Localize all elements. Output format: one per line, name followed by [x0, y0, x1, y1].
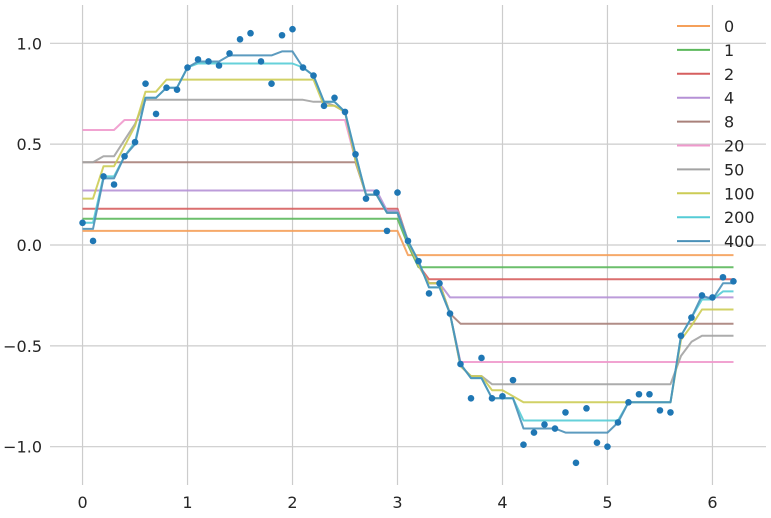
scatter-point — [341, 108, 349, 116]
scatter-point — [362, 195, 370, 202]
y-tick-label: 1.0 — [17, 34, 42, 53]
scatter-point — [604, 443, 611, 450]
legend-label-4: 4 — [724, 89, 734, 108]
y-tick-label: 0.5 — [17, 135, 42, 154]
scatter-point — [331, 94, 338, 102]
x-tick-label: 2 — [287, 493, 297, 512]
scatter-point — [509, 376, 517, 384]
series-line-0 — [82, 229, 734, 257]
scatter-point — [646, 390, 653, 398]
scatter-point — [467, 394, 475, 402]
series-line-1 — [82, 217, 734, 269]
scatter-point — [352, 150, 359, 158]
scatter-point — [719, 273, 727, 281]
legend-label-0: 0 — [724, 17, 734, 36]
scatter-point — [257, 58, 265, 65]
scatter-point — [320, 102, 328, 110]
scatter-point — [247, 29, 254, 37]
scatter-point — [635, 390, 643, 398]
scatter-point — [551, 425, 559, 432]
legend-label-200: 200 — [724, 208, 755, 227]
scatter-point — [499, 392, 506, 400]
scatter-point — [656, 407, 664, 414]
y-tick-label: −0.5 — [3, 337, 42, 356]
legend-label-400: 400 — [724, 232, 755, 251]
y-tick-label: 0.0 — [17, 236, 42, 255]
scatter-point — [457, 360, 464, 368]
scatter-point — [488, 394, 496, 402]
scatter-point — [163, 84, 170, 91]
scatter-point — [688, 314, 695, 321]
x-tick-label: 0 — [77, 493, 87, 512]
scatter-point — [478, 354, 485, 362]
scatter-point — [289, 25, 296, 33]
scatter-point — [562, 409, 569, 416]
legend: 0 1 2 4 8 20 50 100 200 400 — [677, 17, 755, 251]
scatter-point — [215, 62, 223, 69]
scatter-point — [131, 138, 139, 146]
scatter-point — [667, 409, 674, 416]
scatter-layer — [79, 25, 737, 467]
x-tick-label: 1 — [182, 493, 192, 512]
scatter-point — [572, 459, 580, 467]
legend-label-20: 20 — [724, 137, 744, 156]
scatter-point — [152, 110, 160, 118]
scatter-point — [173, 86, 181, 94]
grid-layer — [50, 5, 766, 485]
scatter-point — [226, 50, 233, 57]
scatter-point — [404, 237, 412, 245]
scatter-point — [698, 292, 706, 299]
scatter-point — [299, 64, 307, 71]
legend-label-1: 1 — [724, 41, 734, 60]
scatter-point — [79, 219, 86, 227]
x-tick-label: 5 — [602, 493, 612, 512]
scatter-point — [184, 64, 191, 71]
scatter-point — [625, 399, 632, 406]
scatter-point — [383, 227, 391, 235]
scatter-point — [583, 405, 590, 412]
scatter-point — [446, 310, 454, 317]
legend-label-2: 2 — [724, 65, 734, 84]
scatter-point — [677, 332, 685, 340]
scatter-point — [373, 189, 380, 196]
scatter-point — [142, 80, 149, 87]
scatter-point — [541, 421, 548, 428]
scatter-point — [520, 441, 527, 448]
scatter-point — [310, 72, 317, 79]
scatter-point — [394, 189, 401, 196]
scatter-point — [205, 58, 212, 65]
x-tick-label: 4 — [497, 493, 507, 512]
scatter-point — [425, 290, 433, 297]
scatter-point — [268, 80, 275, 87]
scatter-point — [593, 439, 601, 446]
scatter-point — [530, 429, 538, 436]
tick-label-layer: 0 1 2 3 4 5 6 −1.0 −0.5 0.0 0.5 1.0 — [3, 34, 717, 512]
y-tick-label: −1.0 — [3, 438, 42, 457]
scatter-point — [236, 35, 244, 43]
scatter-point — [100, 173, 107, 180]
x-tick-label: 3 — [392, 493, 402, 512]
scatter-point — [89, 237, 97, 245]
legend-label-8: 8 — [724, 113, 734, 132]
scatter-point — [436, 280, 443, 287]
scatter-point — [614, 419, 622, 426]
scatter-point — [730, 278, 737, 285]
legend-label-100: 100 — [724, 184, 755, 203]
x-tick-label: 6 — [707, 493, 717, 512]
scatter-point — [415, 257, 422, 265]
scatter-point — [121, 152, 128, 160]
scatter-point — [194, 56, 202, 63]
scatter-point — [278, 31, 286, 39]
legend-label-50: 50 — [724, 160, 744, 179]
scatter-point — [110, 181, 118, 188]
scatter-point — [709, 294, 716, 301]
